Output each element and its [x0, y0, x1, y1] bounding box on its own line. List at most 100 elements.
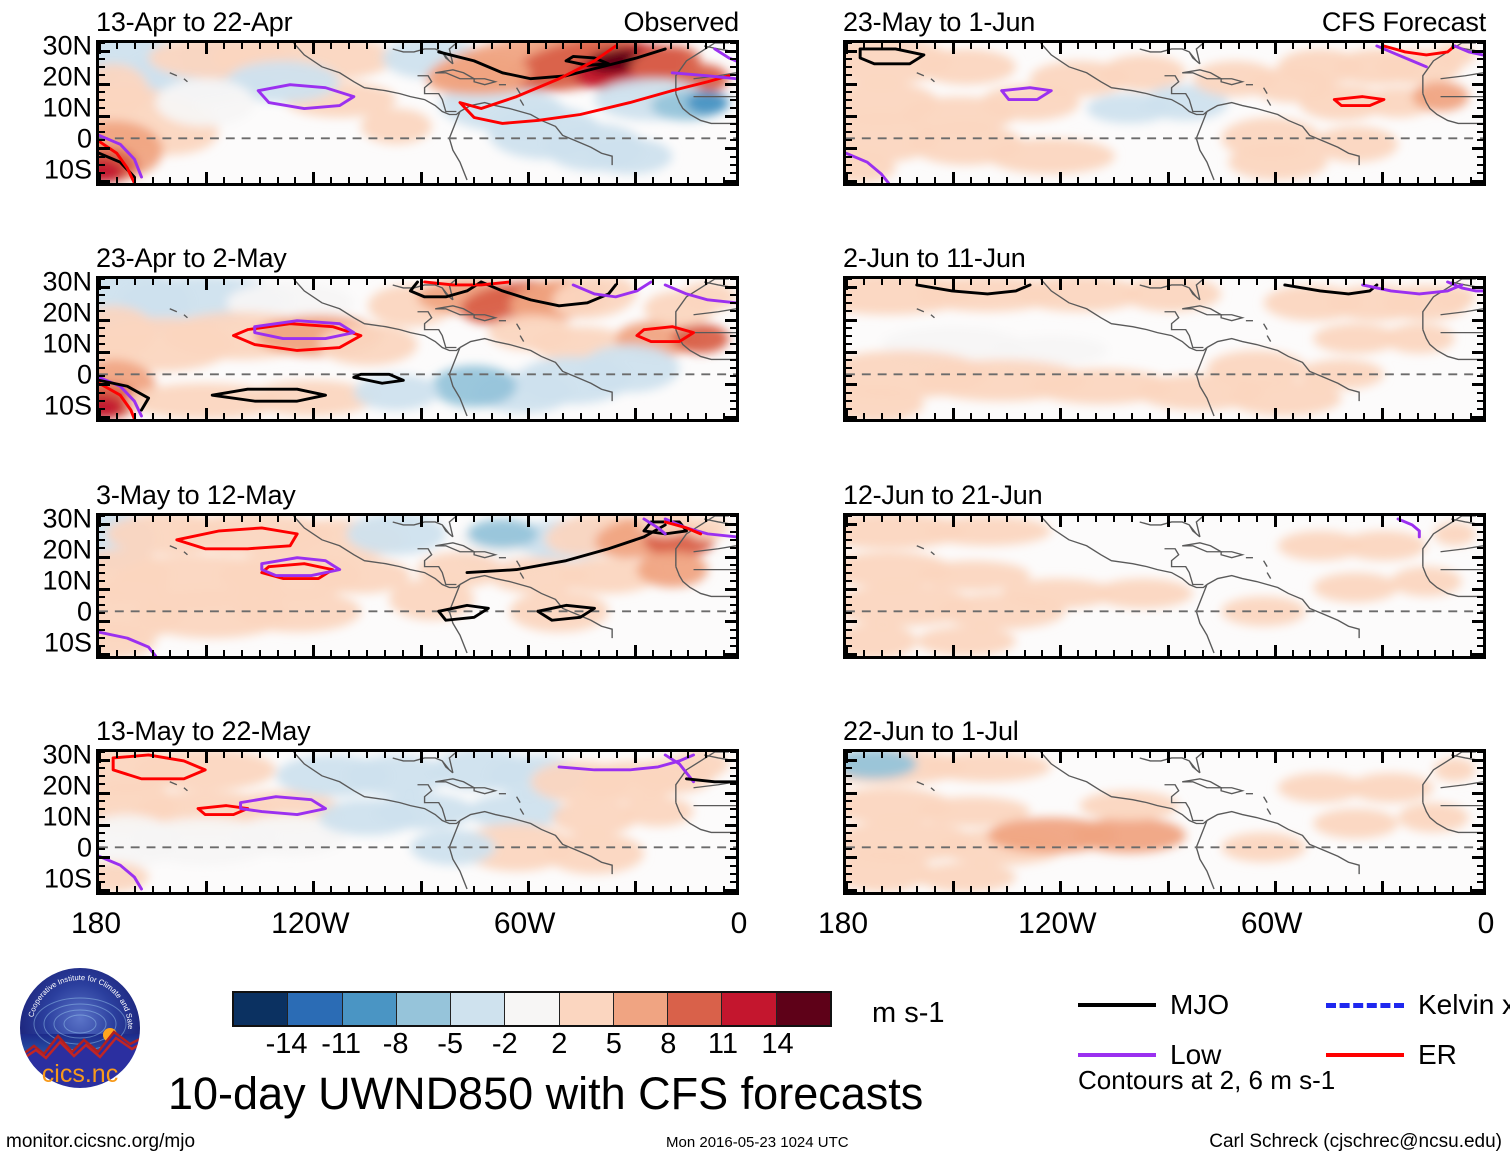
x-tick [898, 43, 901, 49]
panel-5-header: 23-May to 1-Jun CFS Forecast [843, 6, 1486, 40]
y-tick [99, 880, 105, 883]
y-tick [846, 579, 852, 582]
x-tick [862, 177, 865, 183]
x-tick [880, 650, 883, 656]
y-tick [1477, 131, 1483, 134]
x-tick [1148, 752, 1151, 758]
x-tick [1255, 886, 1258, 892]
x-tick [187, 279, 190, 285]
y-tick [99, 523, 110, 527]
y-tick [1477, 139, 1483, 142]
x-tick [687, 650, 690, 656]
y-tick [730, 106, 736, 109]
x-tick [598, 650, 601, 656]
y-tick [1472, 351, 1483, 354]
y-tick [846, 415, 857, 419]
x-tick [169, 516, 172, 522]
x-tick [846, 408, 848, 419]
y-tick-label: 10S [43, 863, 92, 894]
y-tick [730, 840, 736, 843]
x-tick [348, 650, 351, 656]
y-tick [99, 115, 110, 118]
y-tick [99, 612, 105, 615]
y-tick [730, 391, 736, 394]
x-tick [880, 516, 883, 522]
x-tick [312, 645, 316, 656]
footer-url[interactable]: monitor.cicsnc.org/mjo [6, 1131, 196, 1152]
x-tick [473, 177, 476, 183]
panel-4-header: 13-May to 22-May [96, 715, 739, 749]
y-tick [730, 139, 736, 142]
colorbar-swatches [232, 991, 832, 1027]
y-tick [1477, 547, 1483, 550]
x-tick [1095, 650, 1098, 656]
colorbar-units-label: m s-1 [872, 997, 945, 1029]
y-tick [730, 644, 736, 647]
x-tick [687, 279, 690, 285]
y-tick [99, 563, 105, 566]
x-tick [669, 752, 672, 758]
colorbar-tick-labels: -14 -11 -8 -5 -2 2 5 8 11 14 [232, 1028, 832, 1062]
y-tick [99, 824, 110, 827]
x-tick [1452, 177, 1455, 183]
x-tick [687, 886, 690, 892]
x-tick [723, 752, 726, 758]
y-tick [730, 367, 736, 370]
x-tick [455, 886, 458, 892]
x-tick [437, 516, 440, 522]
y-tick [846, 98, 852, 101]
x-tick [187, 752, 190, 758]
x-tick [1255, 43, 1258, 49]
x-tick [1202, 279, 1205, 285]
cics-nc-logo: Cooperative Institute for Climate and Sa… [12, 955, 146, 1094]
x-tick [687, 516, 690, 522]
x-tick [1130, 279, 1133, 285]
y-tick [846, 359, 852, 362]
x-tick [952, 516, 956, 527]
x-tick [1398, 279, 1401, 285]
y-tick [730, 807, 736, 810]
x-tick [508, 413, 511, 419]
x-tick [1398, 177, 1401, 183]
colorbar-tick-label: 5 [605, 1028, 622, 1060]
y-tick [1477, 531, 1483, 534]
x-tick [862, 516, 865, 522]
x-tick [187, 886, 190, 892]
x-tick [1380, 43, 1384, 54]
y-tick [1472, 82, 1483, 86]
x-tick [1130, 413, 1133, 419]
y-tick [99, 588, 110, 591]
x-tick [1112, 413, 1115, 419]
y-tick [99, 516, 105, 517]
x-tick [115, 177, 118, 183]
x-tick [615, 516, 618, 522]
x-tick [898, 886, 901, 892]
page-title: 10-day UWND850 with CFS forecasts [168, 1068, 924, 1119]
x-tick [898, 177, 901, 183]
x-tick [330, 650, 333, 656]
y-tick-label: 20N [42, 297, 92, 328]
x-tick [1023, 650, 1026, 656]
x-tick [455, 177, 458, 183]
x-tick [365, 279, 368, 285]
y-tick [1477, 74, 1483, 77]
x-tick [258, 650, 261, 656]
x-tick [401, 413, 404, 419]
x-tick [651, 752, 654, 758]
x-tick [1220, 752, 1223, 758]
x-tick [1398, 752, 1401, 758]
x-tick [383, 752, 386, 758]
y-tick [725, 523, 736, 527]
y-axis-labels-row-4: 30N 20N 10N 0 10S [4, 740, 92, 895]
x-tick [846, 279, 848, 290]
y-tick [730, 375, 736, 378]
y-tick [846, 775, 852, 778]
y-tick [99, 131, 105, 134]
y-tick [1477, 571, 1483, 574]
y-tick [725, 588, 736, 591]
y-tick [846, 286, 857, 290]
x-tick [633, 408, 637, 419]
y-tick [1472, 286, 1483, 290]
x-tick [544, 279, 547, 285]
x-tick [1345, 886, 1348, 892]
